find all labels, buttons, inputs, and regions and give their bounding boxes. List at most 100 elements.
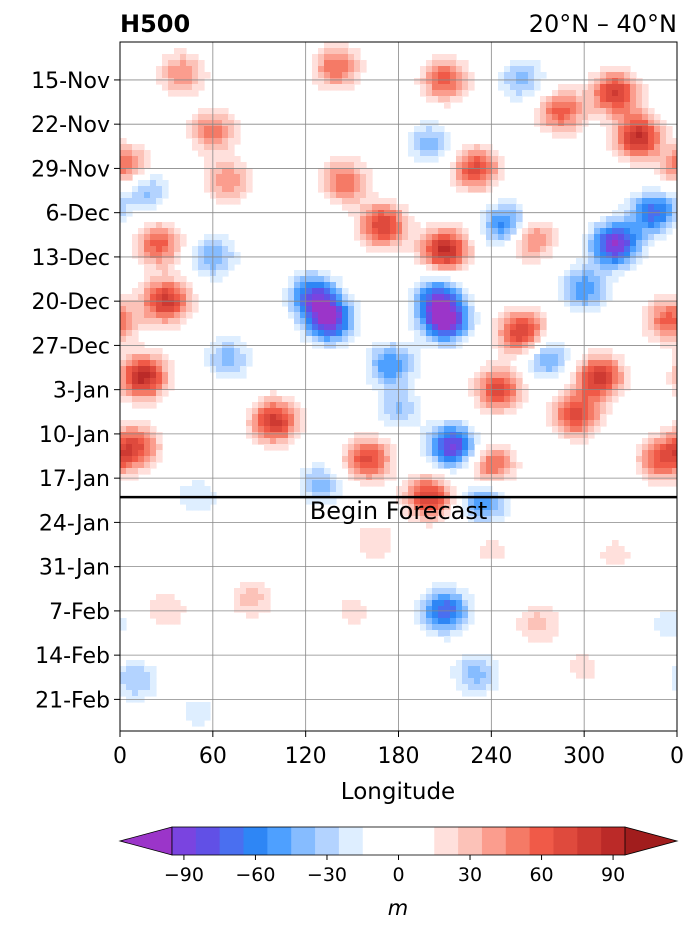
contour-cell — [636, 90, 643, 97]
contour-cell — [564, 108, 571, 115]
contour-cell — [588, 72, 595, 79]
contour-cell — [414, 354, 421, 361]
contour-cell — [606, 348, 613, 355]
contour-cell — [486, 540, 493, 547]
contour-cell — [468, 300, 475, 307]
contour-cell — [444, 228, 451, 235]
contour-cell — [216, 126, 223, 133]
contour-cell — [660, 294, 667, 301]
contour-cell — [408, 504, 415, 511]
contour-cell — [402, 348, 409, 355]
contour-cell — [120, 312, 127, 319]
contour-cell — [468, 252, 475, 259]
contour-cell — [228, 120, 235, 127]
contour-cell — [348, 204, 355, 211]
contour-cell — [300, 486, 307, 493]
contour-cell — [336, 60, 343, 67]
contour-cell — [120, 690, 127, 697]
contour-cell — [210, 258, 217, 265]
contour-cell — [414, 126, 421, 133]
contour-cell — [546, 348, 553, 355]
contour-cell — [222, 264, 229, 271]
contour-cell — [504, 336, 511, 343]
contour-cell — [156, 378, 163, 385]
contour-cell — [180, 60, 187, 67]
contour-cell — [672, 174, 677, 181]
contour-cell — [450, 78, 457, 85]
contour-cell — [366, 354, 373, 361]
contour-cell — [330, 282, 337, 289]
contour-cell — [414, 246, 421, 253]
contour-cell — [492, 552, 499, 559]
contour-cell — [576, 426, 583, 433]
contour-cell — [480, 672, 487, 679]
contour-cell — [636, 252, 643, 259]
contour-cell — [366, 468, 373, 475]
contour-cell — [528, 624, 535, 631]
contour-cell — [522, 78, 529, 85]
contour-cell — [462, 600, 469, 607]
contour-cell — [462, 456, 469, 463]
contour-cell — [588, 294, 595, 301]
x-tick-label: 0 — [670, 744, 684, 769]
contour-cell — [132, 156, 139, 163]
contour-cell — [132, 252, 139, 259]
contour-cell — [546, 108, 553, 115]
contour-cell — [648, 444, 655, 451]
contour-cell — [198, 264, 205, 271]
contour-cell — [642, 126, 649, 133]
contour-cell — [378, 210, 385, 217]
contour-cell — [624, 246, 631, 253]
contour-cell — [450, 336, 457, 343]
contour-cell — [510, 72, 517, 79]
contour-cell — [642, 144, 649, 151]
contour-cell — [636, 444, 643, 451]
contour-cell — [360, 606, 367, 613]
contour-cell — [534, 84, 541, 91]
contour-cell — [336, 66, 343, 73]
contour-cell — [606, 390, 613, 397]
contour-cell — [234, 132, 241, 139]
contour-cell — [618, 366, 625, 373]
contour-cell — [498, 162, 505, 169]
contour-cell — [492, 330, 499, 337]
contour-cell — [456, 258, 463, 265]
contour-cell — [510, 204, 517, 211]
contour-cell — [186, 60, 193, 67]
contour-cell — [402, 360, 409, 367]
contour-cell — [300, 288, 307, 295]
contour-cell — [624, 102, 631, 109]
contour-cell — [498, 210, 505, 217]
contour-cell — [666, 294, 673, 301]
contour-cell — [330, 300, 337, 307]
contour-cell — [324, 486, 331, 493]
contour-cell — [150, 306, 157, 313]
contour-cell — [156, 228, 163, 235]
contour-cell — [186, 126, 193, 133]
contour-cell — [438, 60, 445, 67]
contour-cell — [666, 318, 673, 325]
contour-cell — [444, 288, 451, 295]
contour-cell — [672, 156, 677, 163]
contour-cell — [432, 222, 439, 229]
contour-cell — [504, 474, 511, 481]
contour-cell — [606, 402, 613, 409]
contour-cell — [600, 216, 607, 223]
contour-cell — [318, 282, 325, 289]
contour-cell — [492, 408, 499, 415]
contour-cell — [384, 240, 391, 247]
contour-cell — [318, 54, 325, 61]
contour-cell — [222, 348, 229, 355]
contour-cell — [156, 324, 163, 331]
contour-cell — [588, 378, 595, 385]
contour-cell — [426, 240, 433, 247]
contour-cell — [264, 432, 271, 439]
contour-cell — [210, 354, 217, 361]
contour-cell — [198, 498, 205, 505]
contour-cell — [630, 228, 637, 235]
contour-cell — [150, 396, 157, 403]
contour-cell — [594, 354, 601, 361]
contour-cell — [582, 114, 589, 121]
contour-cell — [630, 84, 637, 91]
contour-cell — [456, 222, 463, 229]
